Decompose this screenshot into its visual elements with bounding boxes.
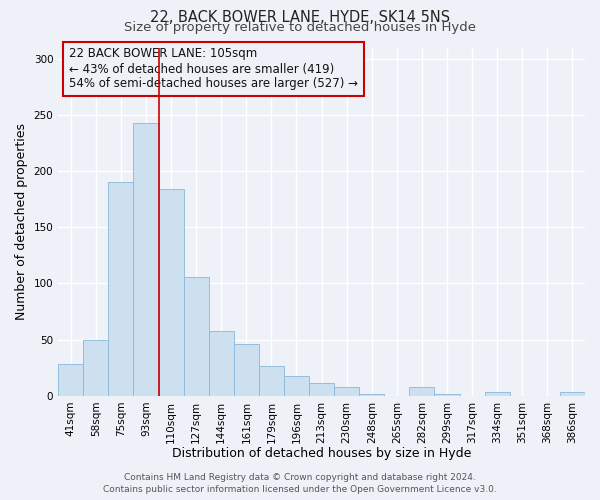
Bar [259,366,284,396]
Bar [158,189,184,396]
Bar [209,330,234,396]
Bar [560,392,585,396]
Bar [58,364,83,396]
X-axis label: Distribution of detached houses by size in Hyde: Distribution of detached houses by size … [172,447,471,460]
Bar [334,387,359,396]
Bar [83,340,109,396]
Bar [284,376,309,396]
Text: Contains HM Land Registry data © Crown copyright and database right 2024.
Contai: Contains HM Land Registry data © Crown c… [103,472,497,494]
Text: Size of property relative to detached houses in Hyde: Size of property relative to detached ho… [124,22,476,35]
Bar [485,392,510,396]
Bar [409,387,434,396]
Text: 22 BACK BOWER LANE: 105sqm
← 43% of detached houses are smaller (419)
54% of sem: 22 BACK BOWER LANE: 105sqm ← 43% of deta… [69,48,358,90]
Bar [184,276,209,396]
Bar [109,182,133,396]
Bar [359,394,385,396]
Bar [133,123,158,396]
Bar [234,344,259,396]
Y-axis label: Number of detached properties: Number of detached properties [15,123,28,320]
Text: 22, BACK BOWER LANE, HYDE, SK14 5NS: 22, BACK BOWER LANE, HYDE, SK14 5NS [150,10,450,25]
Bar [434,394,460,396]
Bar [309,384,334,396]
